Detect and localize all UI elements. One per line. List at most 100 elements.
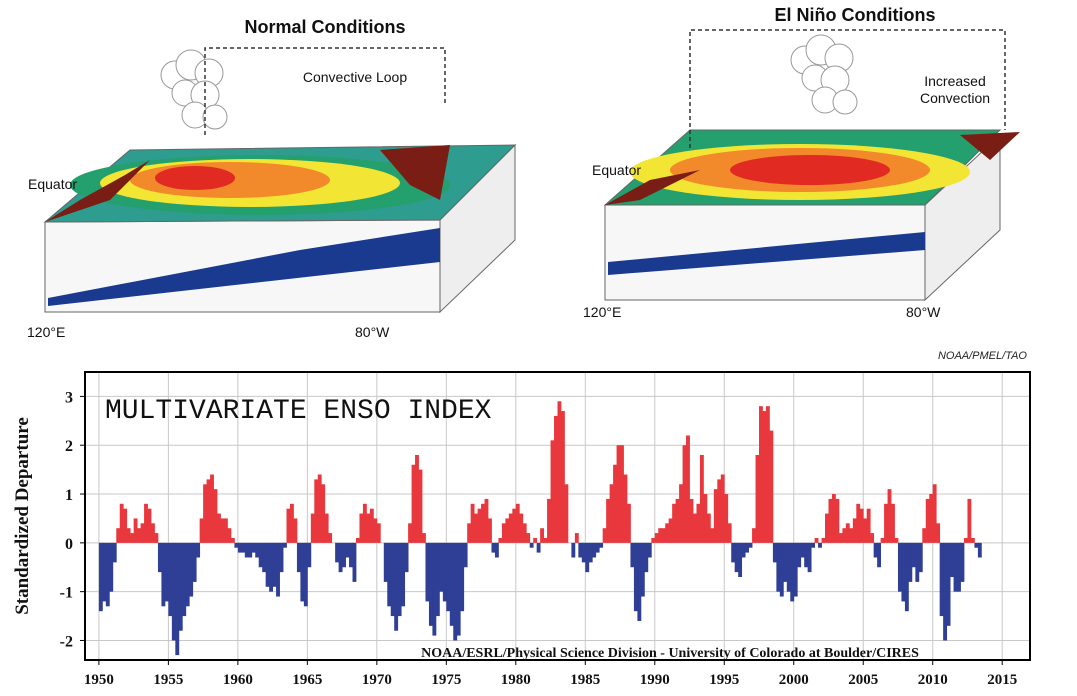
bar: [470, 503, 475, 543]
bar: [630, 542, 635, 568]
bar: [595, 542, 600, 553]
bar: [706, 513, 711, 543]
bar: [123, 508, 128, 543]
bar: [474, 513, 478, 543]
x-tick-label: 1975: [431, 672, 461, 688]
bar: [362, 503, 367, 543]
bar: [800, 542, 805, 558]
bar: [283, 542, 287, 548]
bar: [491, 542, 496, 553]
bar: [977, 542, 982, 558]
bar: [543, 537, 548, 543]
bar: [564, 484, 569, 543]
bar: [411, 464, 416, 543]
bar: [536, 542, 541, 553]
bar: [953, 542, 958, 592]
bar: [373, 518, 378, 543]
bar: [300, 542, 305, 602]
chart-title: MULTIVARIATE ENSO INDEX: [105, 396, 492, 427]
bar: [105, 542, 110, 607]
bar: [175, 542, 180, 656]
bar: [738, 542, 743, 578]
x-tick-label: 2005: [848, 672, 878, 688]
bar: [376, 523, 381, 543]
bar: [237, 542, 242, 553]
normal-diagram: [43, 47, 517, 314]
bar: [571, 542, 576, 558]
y-tick-label: -1: [60, 585, 73, 602]
x-tick-label: 1980: [501, 672, 531, 688]
bar: [828, 498, 833, 543]
bar: [422, 533, 426, 543]
bar: [338, 542, 343, 573]
x-tick-label: 1965: [292, 672, 322, 688]
bar: [345, 542, 350, 558]
bar: [762, 411, 767, 543]
bar: [498, 537, 503, 543]
y-tick-label: -2: [60, 633, 73, 650]
bar: [289, 503, 294, 543]
x-tick-label: 1985: [570, 672, 600, 688]
bar: [804, 542, 809, 568]
bar: [321, 484, 326, 543]
equator-label: Equator: [592, 162, 641, 178]
bar: [366, 513, 371, 543]
bar: [109, 542, 114, 592]
bar: [599, 542, 604, 548]
bar: [915, 542, 920, 582]
bar: [620, 445, 624, 543]
bar: [939, 542, 944, 617]
bar: [769, 430, 774, 543]
bar: [140, 523, 145, 543]
bar: [477, 508, 482, 543]
bar: [752, 528, 756, 543]
bar: [922, 528, 927, 543]
bar: [588, 542, 593, 563]
bar: [776, 542, 781, 592]
bar: [557, 401, 562, 543]
bar: [814, 537, 819, 543]
bar: [178, 542, 183, 631]
bar: [679, 484, 683, 543]
bar: [821, 537, 826, 543]
bar: [887, 489, 892, 543]
equator-label: Equator: [28, 176, 77, 192]
bar: [98, 542, 103, 612]
bar: [925, 498, 930, 543]
bar: [449, 542, 454, 626]
bar: [460, 542, 465, 612]
bar: [724, 494, 729, 543]
bar: [317, 474, 322, 543]
bar: [355, 537, 360, 543]
bar: [932, 484, 937, 543]
bar: [745, 542, 749, 553]
bar: [387, 542, 392, 607]
bar: [425, 542, 430, 602]
bar: [112, 542, 117, 563]
bar: [296, 542, 301, 573]
bar: [637, 542, 642, 621]
bar: [654, 533, 659, 543]
bar: [554, 415, 558, 543]
x-tick-label: 1990: [640, 672, 670, 688]
bar: [303, 542, 308, 607]
bar: [435, 542, 440, 617]
bar: [397, 542, 402, 617]
bar: [686, 435, 690, 543]
bar: [182, 542, 187, 617]
bar: [488, 518, 492, 543]
bar: [213, 489, 218, 543]
bar: [852, 518, 857, 543]
y-tick-label: 2: [65, 438, 73, 455]
bar: [390, 542, 395, 617]
bar: [262, 542, 267, 573]
bar: [717, 479, 722, 543]
east-label: 80°W: [906, 304, 941, 320]
bar: [623, 474, 628, 543]
bar: [255, 542, 260, 558]
bar: [428, 542, 433, 626]
bar: [314, 479, 319, 543]
bar: [230, 537, 235, 543]
bar: [147, 508, 152, 543]
bar: [234, 542, 239, 548]
